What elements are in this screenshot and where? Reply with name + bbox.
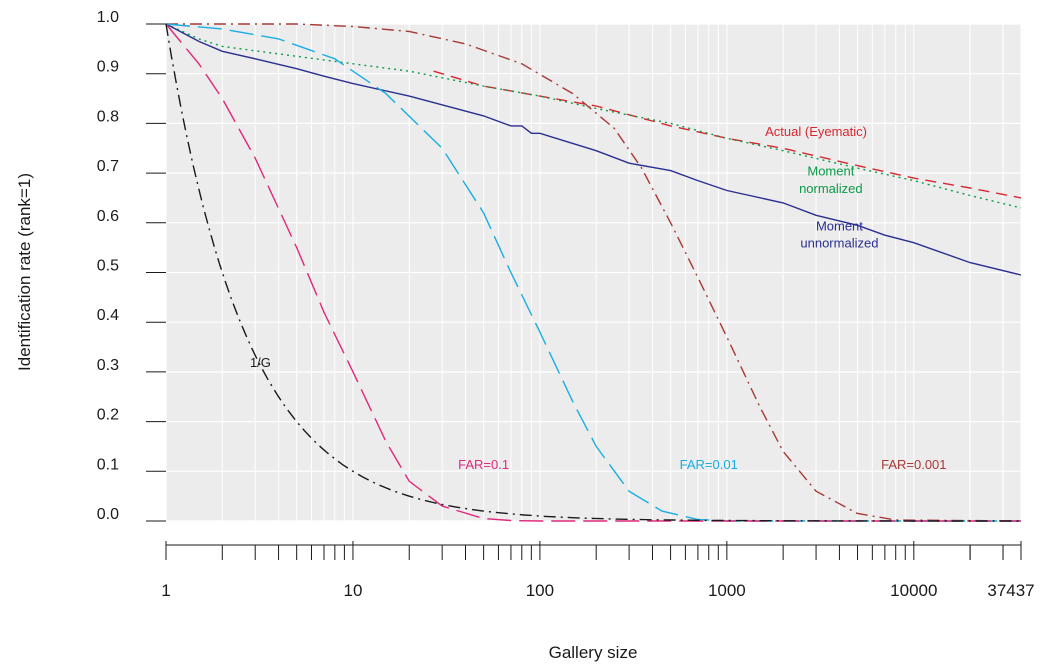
y-tick-label: 0.8: [97, 108, 119, 125]
annotation-label: FAR=0.1: [458, 457, 509, 472]
annotation-label: unnormalized: [800, 236, 878, 251]
series-group: [165, 23, 1022, 522]
annotation-label: normalized: [799, 181, 863, 196]
annotation-label: Moment: [807, 164, 854, 179]
series-line-far-0-01: [165, 23, 1021, 522]
x-tick-label: 1000: [708, 581, 746, 600]
series-line-far-0-001: [166, 23, 1022, 522]
annotation-label: FAR=0.001: [881, 457, 946, 472]
x-tick-label: 100: [526, 581, 554, 600]
x-tick-label: 37437: [987, 581, 1034, 600]
grid: [165, 23, 1022, 522]
y-tick-label: 0.1: [97, 456, 119, 473]
series-line-actual-eyematic: [433, 70, 1022, 199]
y-axis: 0.0 0.1 0.2 0.3 0.4 0.5 0.6 0.7 0.8 0.9 1.0: [97, 9, 166, 523]
annotation-label: Moment: [816, 218, 863, 233]
y-tick-label: 0.9: [97, 59, 119, 76]
series-line-far-0-1: [165, 23, 1021, 522]
series-line-1-g: [165, 23, 1021, 522]
x-tick-label: 10000: [890, 581, 937, 600]
y-tick-label: 0.4: [97, 307, 119, 324]
annotation-label: FAR=0.01: [680, 457, 738, 472]
annotation-label: Actual (Eyematic): [765, 124, 867, 139]
y-tick-label: 0.3: [97, 357, 119, 374]
x-axis-label: Gallery size: [549, 643, 638, 662]
y-tick-label: 0.2: [97, 407, 119, 424]
y-tick-label: 0.7: [97, 158, 119, 175]
annotations: Actual (Eyematic) Moment normalized Moment u…: [250, 124, 947, 472]
y-tick-label: 0.6: [97, 208, 119, 225]
annotation-label: 1/G: [250, 355, 271, 370]
x-tick-label: 1: [161, 581, 170, 600]
y-tick-label: 0.5: [97, 258, 119, 275]
series-line-moment-unnormalized: [165, 23, 1022, 276]
x-axis: 1 10 100 1000 10000 37437: [161, 541, 1035, 600]
y-tick-label: 0.0: [97, 506, 119, 523]
y-axis-label: Identification rate (rank=1): [15, 173, 34, 371]
x-tick-label: 10: [343, 581, 362, 600]
y-tick-label: 1.0: [97, 9, 119, 26]
